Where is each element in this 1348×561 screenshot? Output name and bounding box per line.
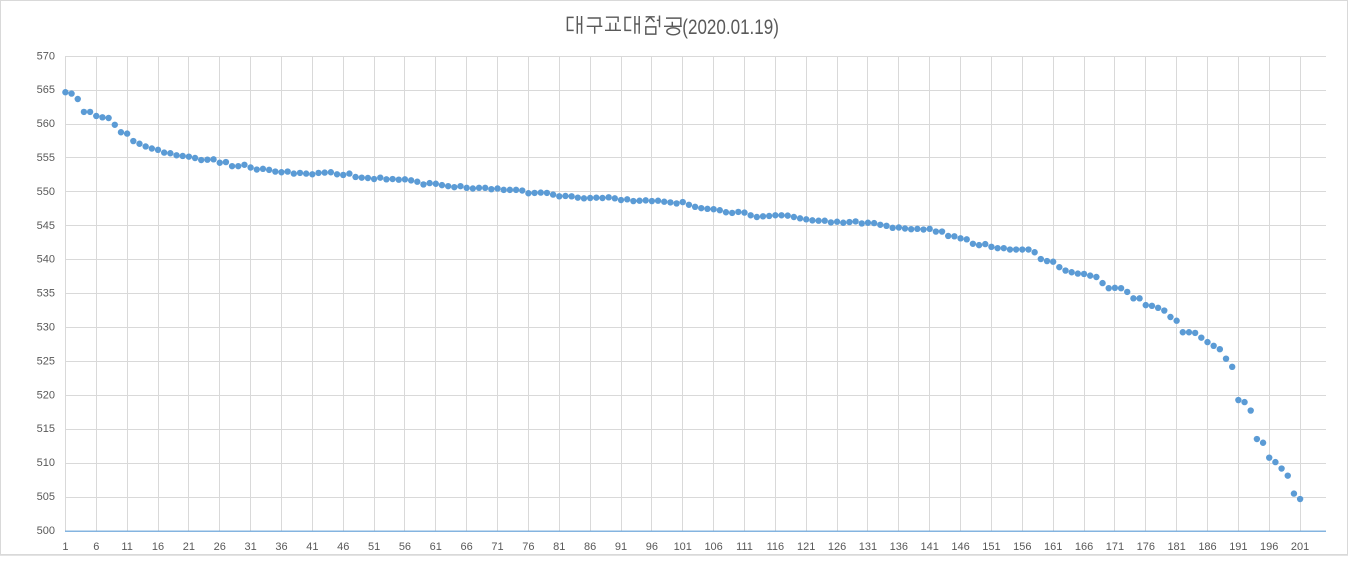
svg-text:106: 106 [704, 541, 722, 553]
svg-text:101: 101 [674, 541, 692, 553]
svg-text:186: 186 [1198, 541, 1216, 553]
svg-text:26: 26 [214, 541, 226, 553]
svg-text:515: 515 [37, 423, 55, 435]
svg-text:81: 81 [553, 541, 565, 553]
svg-text:121: 121 [797, 541, 815, 553]
svg-text:6: 6 [93, 541, 99, 553]
svg-text:11: 11 [121, 541, 132, 553]
svg-text:505: 505 [37, 491, 55, 503]
svg-text:176: 176 [1137, 541, 1155, 553]
svg-text:46: 46 [337, 541, 349, 553]
svg-text:56: 56 [399, 541, 411, 553]
svg-text:151: 151 [982, 541, 1000, 553]
svg-text:86: 86 [584, 541, 596, 553]
svg-text:535: 535 [37, 288, 55, 300]
svg-text:41: 41 [306, 541, 318, 553]
svg-text:201: 201 [1291, 541, 1309, 553]
svg-text:116: 116 [767, 541, 785, 553]
svg-text:71: 71 [491, 541, 503, 553]
svg-text:146: 146 [951, 541, 969, 553]
svg-text:1: 1 [62, 541, 68, 553]
svg-text:156: 156 [1013, 541, 1031, 553]
svg-text:171: 171 [1106, 541, 1124, 553]
svg-text:520: 520 [37, 389, 55, 401]
svg-text:570: 570 [37, 50, 55, 62]
svg-text:550: 550 [37, 186, 55, 198]
svg-text:91: 91 [615, 541, 627, 553]
svg-text:36: 36 [275, 541, 287, 553]
svg-text:131: 131 [859, 541, 877, 553]
svg-text:111: 111 [736, 541, 753, 553]
svg-text:66: 66 [461, 541, 473, 553]
svg-text:191: 191 [1229, 541, 1247, 553]
svg-text:510: 510 [37, 457, 55, 469]
svg-text:(2020.01.19): (2020.01.19) [682, 16, 779, 39]
svg-text:525: 525 [37, 355, 55, 367]
svg-text:530: 530 [37, 322, 55, 334]
svg-text:565: 565 [37, 84, 55, 96]
svg-text:555: 555 [37, 152, 55, 164]
svg-text:51: 51 [368, 541, 380, 553]
svg-text:126: 126 [828, 541, 846, 553]
svg-text:196: 196 [1260, 541, 1278, 553]
svg-text:76: 76 [522, 541, 534, 553]
svg-text:96: 96 [646, 541, 658, 553]
svg-text:161: 161 [1044, 541, 1062, 553]
svg-text:16: 16 [152, 541, 164, 553]
svg-text:560: 560 [37, 118, 55, 130]
svg-text:540: 540 [37, 254, 55, 266]
svg-text:141: 141 [921, 541, 939, 553]
svg-text:181: 181 [1167, 541, 1185, 553]
svg-text:31: 31 [244, 541, 256, 553]
svg-text:136: 136 [890, 541, 908, 553]
svg-text:166: 166 [1075, 541, 1093, 553]
svg-text:61: 61 [430, 541, 442, 553]
svg-text:545: 545 [37, 220, 55, 232]
svg-text:21: 21 [183, 541, 195, 553]
svg-text:500: 500 [37, 525, 55, 537]
